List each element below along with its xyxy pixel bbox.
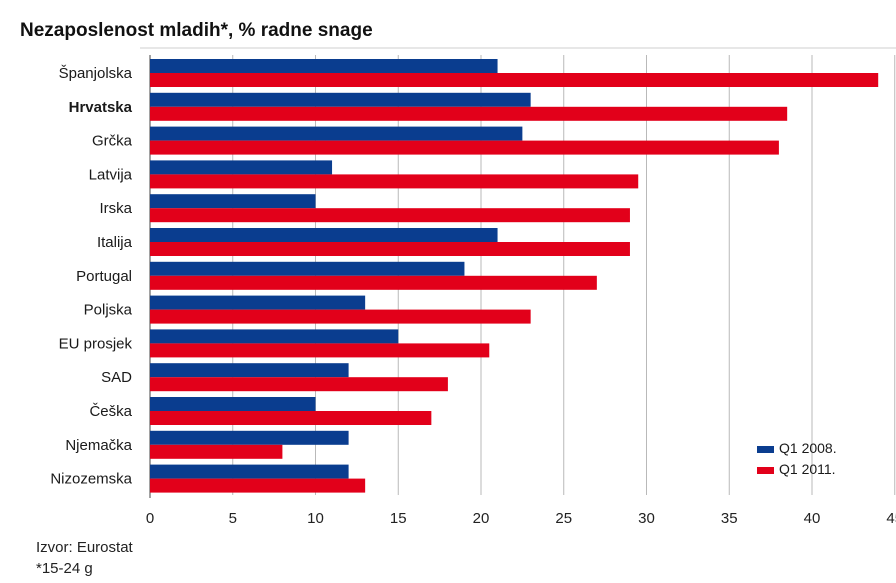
category-label: Češka — [89, 403, 132, 420]
bar — [150, 59, 498, 73]
bar — [150, 329, 399, 344]
bar — [150, 242, 630, 256]
bar — [150, 309, 531, 324]
bar — [150, 174, 639, 189]
bar — [150, 208, 630, 223]
footnote: *15-24 g — [36, 560, 93, 577]
bars-layer — [150, 59, 879, 493]
legend: Q1 2008. Q1 2011. — [757, 440, 837, 477]
x-tick-label: 15 — [390, 510, 407, 527]
x-tick-label: 35 — [721, 510, 738, 527]
chart-title: Nezaposlenost mladih*, % radne snage — [20, 20, 373, 41]
category-label: Italija — [97, 234, 133, 251]
bar — [150, 430, 349, 445]
bar — [150, 160, 333, 175]
x-tick-label: 0 — [146, 510, 154, 527]
x-tick-label: 40 — [804, 510, 821, 527]
bar — [150, 106, 788, 121]
x-tick-label: 5 — [229, 510, 237, 527]
x-tick-label: 45 — [886, 510, 896, 527]
category-label: Španjolska — [59, 65, 133, 82]
legend-swatch — [757, 446, 774, 453]
category-label: Latvija — [89, 166, 133, 183]
category-label: Njemačka — [65, 437, 132, 454]
bar — [150, 343, 490, 358]
category-labels: Španjolska Hrvatska Grčka Latvija Irska Itali… — [50, 65, 132, 488]
category-label: Irska — [99, 200, 132, 217]
source-note: Izvor: Eurostat — [36, 539, 133, 556]
bar — [150, 275, 597, 290]
bar — [150, 444, 283, 459]
x-tick-label: 25 — [555, 510, 572, 527]
bar — [150, 295, 366, 310]
bar — [150, 363, 349, 378]
bar — [150, 261, 465, 276]
legend-label: Q1 2011. — [779, 461, 836, 477]
legend-swatch — [757, 467, 774, 474]
bar — [150, 194, 316, 209]
x-tick-labels: 0 5 10 15 20 25 30 35 40 45 — [146, 510, 896, 527]
bar — [150, 126, 523, 141]
bar — [150, 92, 531, 107]
category-label: Hrvatska — [69, 99, 133, 116]
x-tick-label: 30 — [638, 510, 655, 527]
category-label: Portugal — [76, 268, 132, 285]
x-tick-label: 10 — [307, 510, 324, 527]
category-label: EU prosjek — [59, 335, 133, 352]
x-tick-label: 20 — [473, 510, 490, 527]
bar — [150, 464, 349, 479]
category-label: Poljska — [84, 302, 133, 319]
bar — [150, 478, 366, 493]
category-label: Grčka — [92, 133, 133, 150]
bar — [150, 397, 316, 411]
bar — [150, 140, 779, 155]
category-label: SAD — [101, 369, 132, 386]
bar — [150, 73, 879, 87]
category-label: Nizozemska — [50, 471, 132, 488]
bar — [150, 411, 432, 425]
bar — [150, 377, 448, 392]
bar — [150, 228, 498, 242]
legend-label: Q1 2008. — [779, 440, 837, 456]
